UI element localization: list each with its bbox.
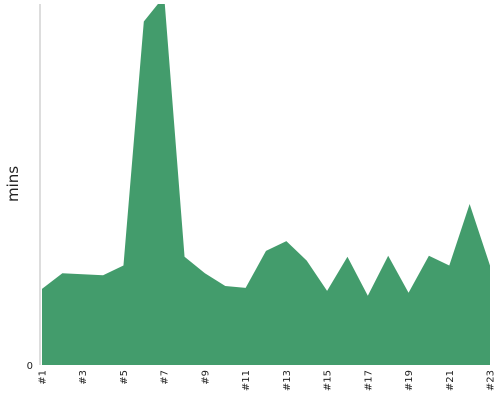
plot-area: [42, 4, 490, 365]
x-tick-label: #3: [78, 370, 89, 385]
x-tick-label: #19: [404, 370, 415, 391]
y-axis-title: mins: [4, 166, 22, 202]
x-tick-label: #17: [363, 370, 374, 391]
y-axis-ticks: 0: [27, 361, 33, 372]
x-axis-ticks: #1 #3 #5 #7 #9 #11 #13 #15 #17 #19 #21 #23: [38, 370, 497, 391]
x-tick-label: #5: [119, 370, 130, 385]
x-tick-label: #9: [200, 370, 211, 385]
series-area: [42, 4, 490, 365]
x-tick-label: #11: [241, 370, 252, 391]
x-tick-label: #21: [445, 370, 456, 391]
x-tick-label: #1: [38, 370, 49, 385]
x-tick-label: #7: [160, 370, 171, 385]
x-tick-label: #13: [282, 370, 293, 391]
x-tick-label: #15: [323, 370, 334, 391]
x-tick-label: #23: [486, 370, 497, 391]
y-tick-label: 0: [27, 361, 33, 372]
